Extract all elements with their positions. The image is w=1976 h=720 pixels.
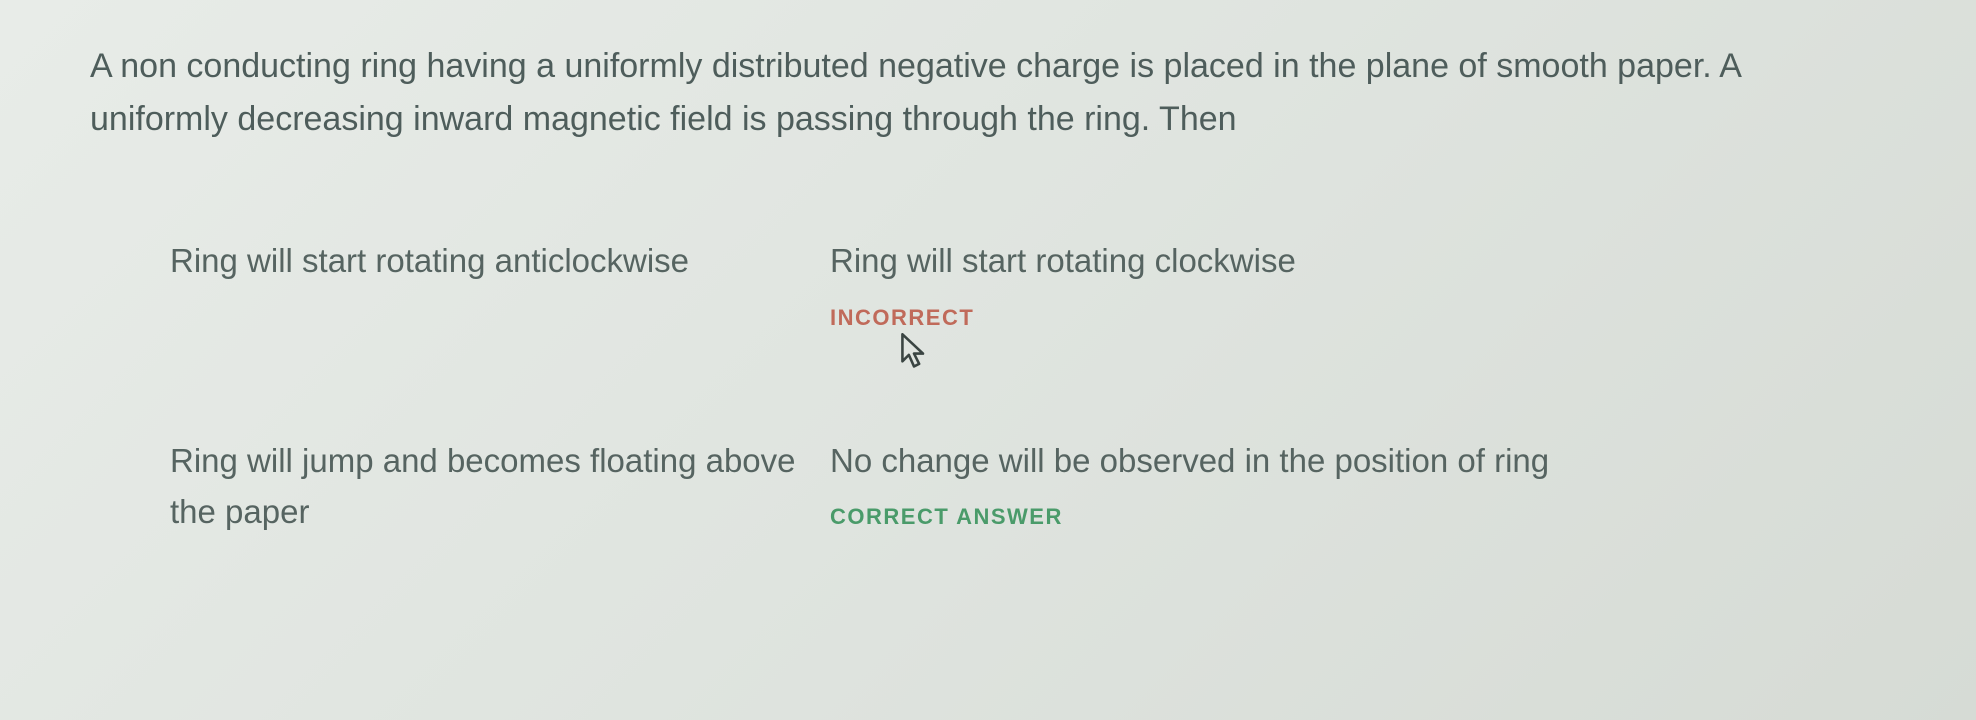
quiz-page: A non conducting ring having a uniformly…	[0, 0, 1976, 720]
option-c-text: Ring will jump and becomes floating abov…	[170, 435, 830, 537]
option-b-feedback: INCORRECT	[830, 301, 1630, 335]
cursor-icon	[900, 333, 928, 369]
option-c[interactable]: Ring will jump and becomes floating abov…	[170, 435, 830, 537]
option-b[interactable]: Ring will start rotating clockwise INCOR…	[830, 235, 1630, 334]
option-d-feedback: CORRECT ANSWER	[830, 500, 1630, 534]
option-a[interactable]: Ring will start rotating anticlockwise	[170, 235, 830, 334]
option-d[interactable]: No change will be observed in the positi…	[830, 435, 1630, 537]
question-text: A non conducting ring having a uniformly…	[90, 40, 1870, 145]
option-a-text: Ring will start rotating anticlockwise	[170, 235, 830, 286]
option-b-text: Ring will start rotating clockwise	[830, 235, 1630, 286]
option-d-text: No change will be observed in the positi…	[830, 435, 1630, 486]
options-grid: Ring will start rotating anticlockwise R…	[90, 235, 1886, 537]
